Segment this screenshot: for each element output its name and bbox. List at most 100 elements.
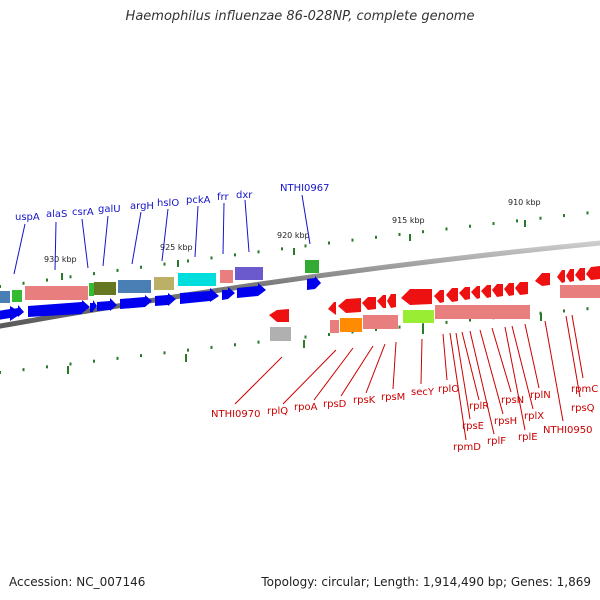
gene-label-rplN: rplN (530, 390, 551, 401)
gene-arrow (338, 298, 361, 313)
gene-arrow (237, 283, 266, 298)
leader-line (442, 333, 448, 381)
leader-line (455, 332, 471, 420)
gene-arrow (90, 300, 97, 312)
leader-line (161, 208, 169, 262)
tick-label-920: 920 kbp (277, 231, 310, 240)
leader-line (194, 205, 199, 258)
gene-arrow (362, 297, 376, 310)
gene-arrow (387, 294, 396, 308)
feature-box (235, 267, 263, 280)
leader-line (524, 323, 540, 389)
gene-label-rplO: rplO (438, 384, 459, 395)
outer-tick-ring (0, 211, 589, 288)
feature-box (89, 283, 94, 296)
leader-line (313, 347, 354, 401)
reverse-leader-lines (234, 314, 584, 441)
gene-label-rpoA: rpoA (294, 402, 318, 413)
gene-label-rplF: rplF (487, 436, 506, 447)
kbp-ticks: 930 kbp 925 kbp 920 kbp 915 kbp 910 kbp (44, 198, 541, 280)
feature-box (363, 315, 398, 329)
feature-box (305, 260, 319, 273)
gene-arrow (492, 284, 503, 297)
gene-label-rpsD: rpsD (323, 399, 347, 410)
gene-arrow (566, 269, 574, 282)
leader-line (469, 330, 495, 435)
leader-line (234, 356, 283, 405)
gene-label-rpmC: rpmC (571, 384, 598, 395)
gene-arrow (504, 283, 514, 296)
tick-label-925: 925 kbp (160, 243, 193, 252)
feature-box (435, 305, 530, 319)
feature-box (220, 270, 233, 283)
feature-box (0, 291, 10, 303)
gene-label-rplR: rplR (469, 401, 489, 412)
gene-label-rplE: rplE (518, 432, 538, 443)
tick-label-915: 915 kbp (392, 216, 425, 225)
inner-kbp-ticks (67, 313, 542, 374)
gene-arrow (97, 298, 117, 311)
leader-line (449, 332, 467, 441)
gene-label-rpsM: rpsM (381, 392, 405, 403)
tick-label-930: 930 kbp (44, 255, 77, 264)
gene-arrow (586, 266, 600, 280)
reverse-strand-arrows (269, 266, 600, 322)
leader-line (420, 338, 423, 385)
leader-line (392, 341, 397, 390)
forward-feature-boxes (0, 260, 319, 303)
gene-label-hslO: hslO (157, 198, 179, 209)
feature-box (560, 285, 600, 298)
gene-label-galU: galU (98, 204, 121, 215)
gene-label-frr: frr (217, 192, 229, 203)
gene-label-pckA: pckA (186, 195, 211, 206)
leader-line (301, 194, 311, 245)
leader-line (222, 202, 225, 255)
gene-arrow (434, 290, 444, 303)
gene-arrow (446, 288, 458, 302)
gene-label-rpmD: rpmD (453, 442, 481, 453)
map-title: Haemophilus influenzae 86-028NP, complet… (125, 9, 475, 24)
gene-arrow (459, 287, 470, 300)
gene-label-rpsN: rpsN (501, 395, 524, 406)
gene-label-alaS: alaS (46, 209, 67, 220)
feature-box (118, 280, 151, 293)
gene-label-NTHI0950: NTHI0950 (543, 425, 593, 436)
gene-arrow (515, 282, 528, 295)
gene-arrow (155, 293, 176, 306)
gene-arrow (377, 295, 386, 308)
feature-box (94, 282, 116, 295)
leader-line (54, 221, 57, 271)
gene-label-argH: argH (130, 201, 154, 212)
feature-box (178, 273, 216, 286)
forward-leader-lines (13, 194, 311, 275)
leader-line (13, 223, 26, 275)
leader-line (81, 218, 89, 269)
reverse-gene-labels: NTHI0970 rplQ rpoA rpsD rpsK rpsM secY r… (211, 384, 598, 453)
leader-line (102, 215, 109, 267)
gene-label-NTHI0967: NTHI0967 (280, 183, 330, 194)
gene-arrow (535, 273, 550, 286)
leader-line (565, 315, 581, 398)
reverse-feature-boxes (270, 285, 600, 341)
gene-arrow (222, 287, 235, 300)
gene-arrow (307, 276, 321, 290)
leader-line (511, 325, 534, 410)
gene-arrow (401, 289, 432, 305)
gene-arrow (180, 288, 219, 304)
gene-arrow (120, 295, 152, 309)
gene-arrow (28, 300, 90, 317)
gene-arrow (557, 270, 565, 283)
gene-arrow (269, 309, 289, 322)
leader-line (571, 314, 584, 379)
gene-label-rpsK: rpsK (353, 395, 376, 406)
gene-arrow (575, 268, 585, 281)
gene-arrow (471, 286, 480, 299)
gene-label-dxr: dxr (236, 190, 253, 201)
feature-box (330, 320, 339, 333)
gene-label-secY: secY (411, 387, 435, 398)
leader-line (544, 320, 564, 422)
leader-line (282, 349, 337, 405)
tick-label-910: 910 kbp (508, 198, 541, 207)
forward-strand-arrows (0, 276, 321, 321)
